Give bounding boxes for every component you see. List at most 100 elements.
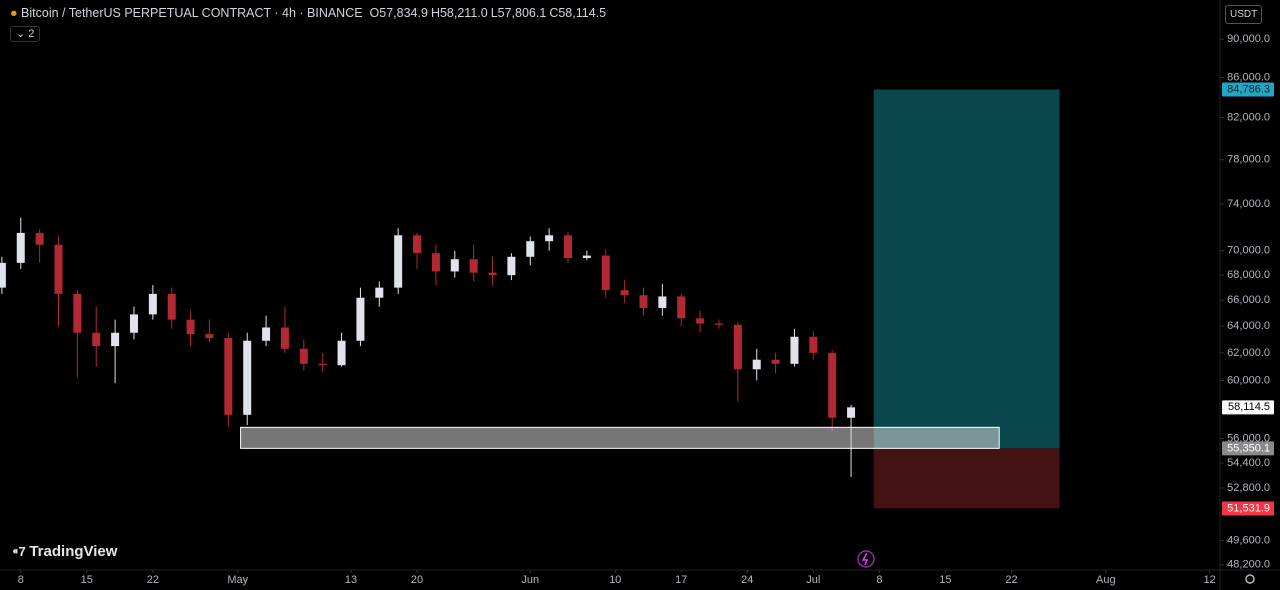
candle-body (92, 332, 101, 347)
candle-body (54, 244, 63, 294)
candle-body (564, 235, 573, 258)
candle-body (337, 340, 346, 366)
candle-body (714, 323, 723, 325)
x-tick-label: 17 (675, 574, 687, 586)
entry-label: 55,350.1 (1227, 442, 1270, 454)
candle-body (545, 235, 554, 242)
candle-body (658, 296, 667, 308)
y-tick-label: 62,000.0 (1227, 347, 1270, 359)
candle-body (733, 324, 742, 370)
x-tick-label: 13 (345, 574, 357, 586)
candle-body (450, 259, 459, 272)
candle-body (488, 272, 497, 276)
candle-body (601, 255, 610, 291)
x-tick-label: 15 (939, 574, 951, 586)
y-tick-label: 54,400.0 (1227, 457, 1270, 469)
target-area (873, 89, 1060, 449)
x-tick-label: May (227, 574, 248, 586)
candle-body (111, 332, 120, 347)
y-tick-label: 66,000.0 (1227, 294, 1270, 306)
y-tick-label: 60,000.0 (1227, 374, 1270, 386)
candle-body (148, 293, 157, 315)
stop-label: 51,531.9 (1227, 502, 1270, 514)
alert-icon[interactable] (857, 550, 875, 568)
candle-body (828, 352, 837, 418)
x-tick-label: 24 (741, 574, 753, 586)
y-tick-label: 64,000.0 (1227, 320, 1270, 332)
x-tick-label: 15 (81, 574, 93, 586)
entry-box (1222, 441, 1274, 456)
candle-body (356, 297, 365, 341)
y-tick-label: 70,000.0 (1227, 245, 1270, 257)
last-price-box (1222, 400, 1274, 415)
x-tick-label: 12 (1203, 574, 1215, 586)
x-tick-label: 10 (609, 574, 621, 586)
candle-body (205, 334, 214, 339)
header: ● Bitcoin / TetherUS PERPETUAL CONTRACT … (10, 6, 609, 20)
x-tick-label: Jun (521, 574, 539, 586)
brand: ⁌7 TradingView (12, 543, 118, 560)
candle-body (0, 262, 6, 288)
candle-body (431, 253, 440, 272)
candle-body (280, 327, 289, 349)
candle-body (35, 232, 44, 245)
ohlc-value: 57,834.9 (379, 6, 428, 20)
symbol-title: Bitcoin / TetherUS PERPETUAL CONTRACT · … (21, 6, 363, 20)
y-tick-label: 86,000.0 (1227, 71, 1270, 83)
candle-body (677, 296, 686, 319)
stop-box (1222, 501, 1274, 516)
y-tick-label: 49,600.0 (1227, 535, 1270, 547)
currency: USDT (1230, 9, 1258, 20)
currency-button[interactable]: USDT (1225, 5, 1263, 24)
ohlc-label: C (549, 6, 559, 20)
stop-area (873, 448, 1060, 509)
y-tick-label: 48,200.0 (1227, 559, 1270, 571)
ohlc-value: 58,114.5 (558, 6, 607, 20)
y-tick-label: 52,800.0 (1227, 482, 1270, 494)
candle-body (224, 338, 233, 415)
candle-body (73, 293, 82, 333)
last-price-label: 58,114.5 (1228, 401, 1270, 413)
x-tick-label: Aug (1096, 574, 1116, 586)
alert-bolt (861, 552, 869, 566)
x-tick-label: 8 (18, 574, 24, 586)
ohlc-label: O (369, 6, 380, 20)
ohlc-value: 57,806.1 (497, 6, 547, 20)
indicator-count: 2 (28, 28, 35, 40)
brand-text: TradingView (29, 543, 118, 560)
candle-body (526, 241, 535, 257)
ohlc: O57,834.9 H58,211.0 L57,806.1 C58,114.5 (370, 6, 610, 20)
x-tick-label: Jul (806, 574, 820, 586)
candle-body (507, 256, 516, 276)
candle-body (771, 359, 780, 364)
coin-icon: ● (10, 6, 18, 20)
x-tick-label: 20 (411, 574, 423, 586)
y-tick-label: 78,000.0 (1227, 154, 1270, 166)
candle-body (847, 407, 856, 418)
x-tick-label: 22 (1005, 574, 1017, 586)
candle-body (790, 336, 799, 364)
target-label: 84,786.3 (1227, 83, 1270, 95)
ohlc-label: H (430, 6, 440, 20)
candle-body (129, 314, 138, 333)
target-box (1222, 82, 1274, 97)
y-tick-label: 74,000.0 (1227, 198, 1270, 210)
candle-body (620, 290, 629, 296)
y-tick-label: 82,000.0 (1227, 112, 1270, 124)
candle-body (299, 348, 308, 364)
candle-body (639, 295, 648, 308)
support-zone (240, 426, 1000, 449)
settings-icon[interactable] (1245, 574, 1255, 584)
candle-body (318, 363, 327, 366)
ohlc-label: L (490, 6, 498, 20)
candle-body (469, 259, 478, 273)
ohlc-value: 58,211.0 (439, 6, 488, 20)
candle-body (243, 340, 252, 415)
candle-body (413, 235, 422, 254)
candle-body (752, 359, 761, 370)
indicator-toggle[interactable]: ⌄ 2 (10, 26, 41, 42)
candle-body (16, 232, 25, 263)
candle-body (394, 235, 403, 288)
